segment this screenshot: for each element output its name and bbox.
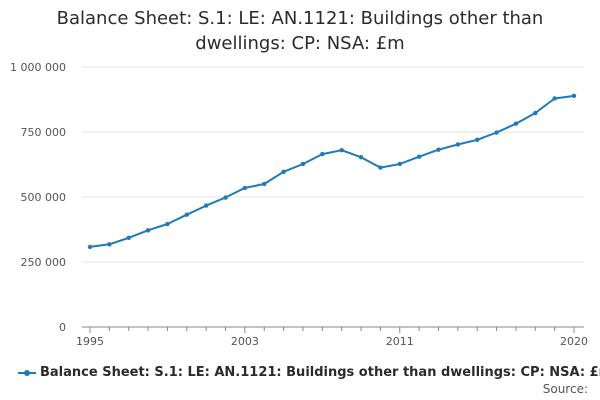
- data-point[interactable]: [145, 228, 151, 233]
- y-tick-label: 250 000: [21, 256, 67, 269]
- data-point[interactable]: [533, 110, 538, 116]
- legend[interactable]: Balance Sheet: S.1: LE: AN.1121: Buildin…: [18, 365, 600, 380]
- data-point[interactable]: [416, 154, 422, 159]
- y-tick-label: 500 000: [21, 191, 67, 204]
- x-tick-label: 1995: [76, 335, 104, 348]
- data-point[interactable]: [87, 244, 93, 250]
- y-tick-label: 750 000: [21, 126, 67, 139]
- data-point[interactable]: [203, 203, 209, 208]
- legend-line-swatch-icon: [18, 368, 36, 378]
- data-point[interactable]: [184, 212, 189, 217]
- source-label: Source:: [542, 382, 588, 396]
- y-axis-ticks: 0 250 000 500 000 750 000 1 000 000: [10, 61, 66, 334]
- data-point[interactable]: [494, 130, 499, 135]
- y-tick-label: 1 000 000: [10, 61, 66, 74]
- data-point[interactable]: [475, 137, 480, 142]
- data-point[interactable]: [281, 169, 286, 174]
- data-point[interactable]: [242, 185, 248, 191]
- data-point[interactable]: [378, 165, 383, 170]
- data-point[interactable]: [107, 242, 112, 247]
- data-series: [87, 93, 577, 250]
- data-point[interactable]: [165, 221, 170, 227]
- x-tick-label: 2020: [560, 335, 588, 348]
- series-line: [89, 94, 575, 248]
- data-point[interactable]: [513, 121, 519, 126]
- legend-label: Balance Sheet: S.1: LE: AN.1121: Buildin…: [40, 365, 600, 380]
- data-point[interactable]: [436, 147, 441, 152]
- chart-title-line-2: dwellings: CP: NSA: £m: [195, 33, 405, 54]
- data-point[interactable]: [223, 195, 228, 200]
- data-point[interactable]: [262, 181, 267, 187]
- y-gridlines: [82, 66, 584, 263]
- chart-title-line-1: Balance Sheet: S.1: LE: AN.1121: Buildin…: [56, 8, 544, 29]
- data-point[interactable]: [126, 235, 131, 241]
- x-tick-label: 2011: [386, 335, 414, 348]
- data-point[interactable]: [339, 148, 344, 153]
- data-point[interactable]: [320, 151, 325, 157]
- chart-title: Balance Sheet: S.1: LE: AN.1121: Buildin…: [0, 6, 600, 56]
- data-point[interactable]: [358, 155, 364, 160]
- data-point[interactable]: [455, 142, 461, 147]
- data-point[interactable]: [300, 161, 306, 167]
- y-tick-label: 0: [59, 321, 66, 334]
- x-axis: 1995 2003 2011 2020: [76, 326, 588, 348]
- data-point[interactable]: [397, 161, 402, 167]
- data-point[interactable]: [552, 96, 557, 101]
- x-tick-label: 2003: [231, 335, 259, 348]
- data-point[interactable]: [571, 93, 577, 99]
